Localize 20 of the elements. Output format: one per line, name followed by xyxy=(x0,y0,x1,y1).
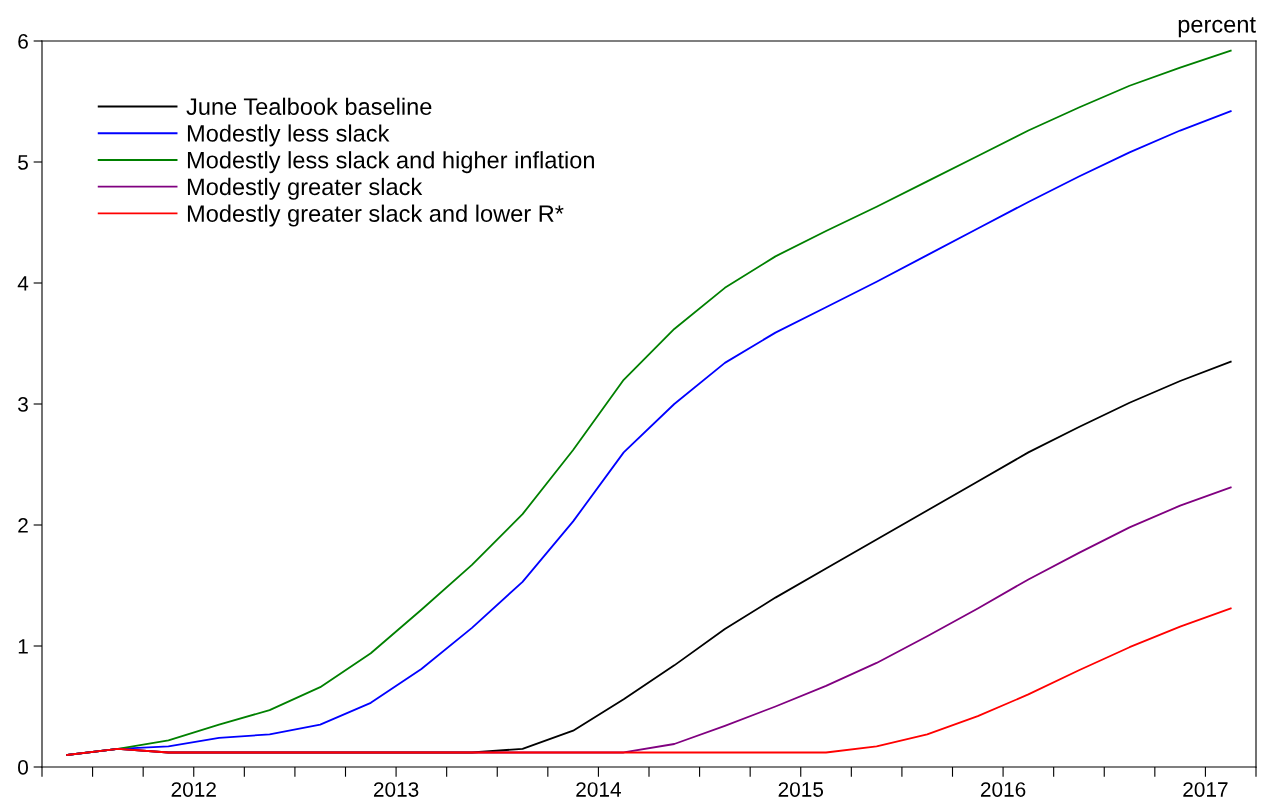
legend-label: Modestly less slack and higher inflation xyxy=(187,151,594,174)
y-axis-title: percent xyxy=(1178,17,1256,38)
x-tick-label: 2016 xyxy=(980,782,1026,797)
x-tick-label: 2017 xyxy=(1183,782,1228,797)
legend-label: Modestly less slack xyxy=(187,124,390,147)
x-tick-label: 2012 xyxy=(171,782,216,797)
line-series xyxy=(66,607,1232,756)
y-tick-label: 0 xyxy=(18,760,28,775)
y-tick-label: 2 xyxy=(18,518,28,533)
y-tick-label: 1 xyxy=(18,639,28,654)
y-tick-label: 3 xyxy=(18,397,28,412)
y-tick-label: 5 xyxy=(18,155,28,170)
x-tick-label: 2015 xyxy=(778,782,824,797)
legend-label: Modestly greater slack and lower R* xyxy=(187,204,564,227)
y-tick-label: 4 xyxy=(17,276,29,291)
legend-label: June Tealbook baseline xyxy=(186,97,432,116)
x-tick-label: 2014 xyxy=(576,782,621,797)
y-tick-label: 6 xyxy=(18,34,28,49)
x-tick-label: 2013 xyxy=(373,782,419,797)
legend-label: Modestly greater slack xyxy=(187,177,423,200)
